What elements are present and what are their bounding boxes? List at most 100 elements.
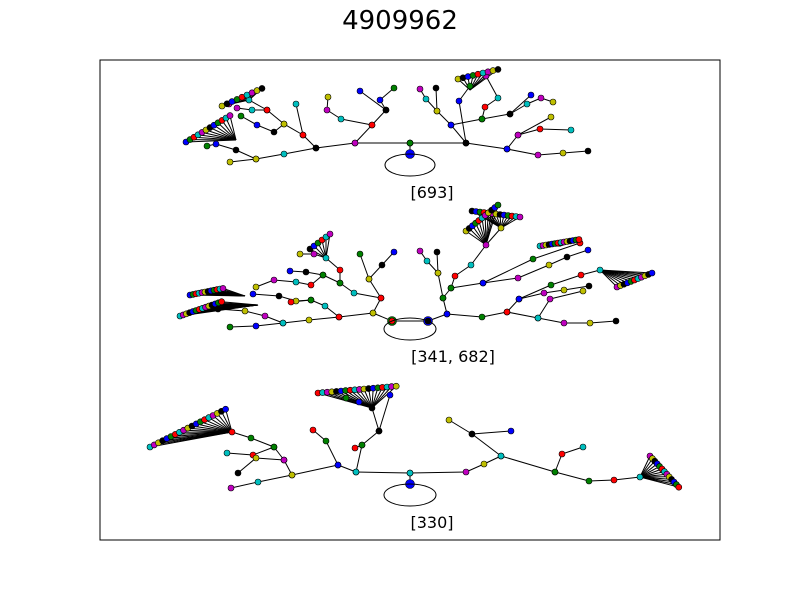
tree-edge bbox=[283, 147, 317, 155]
tree-node bbox=[351, 139, 359, 147]
tree-node bbox=[560, 319, 568, 327]
tree-node bbox=[648, 269, 656, 277]
tree-edge bbox=[371, 109, 387, 126]
tree-node bbox=[536, 125, 544, 133]
tree-node bbox=[529, 255, 537, 263]
loop-layer bbox=[383, 153, 437, 507]
tree-node bbox=[261, 312, 269, 320]
tree-node bbox=[466, 82, 474, 90]
tree-node bbox=[392, 382, 400, 390]
tree-node bbox=[234, 469, 242, 477]
tree-node bbox=[416, 85, 424, 93]
tree-edge bbox=[216, 413, 233, 433]
tree-edge bbox=[465, 142, 508, 150]
tree-edge bbox=[532, 242, 581, 260]
tree-node bbox=[324, 93, 332, 101]
tree-node bbox=[434, 269, 442, 277]
tree-node bbox=[447, 284, 455, 292]
tree-edge bbox=[517, 264, 550, 279]
tree-node bbox=[586, 319, 594, 327]
tree-edge bbox=[562, 150, 589, 154]
tree-node bbox=[288, 471, 296, 479]
tree-node bbox=[296, 250, 304, 258]
tree-node bbox=[249, 290, 257, 298]
tree-node bbox=[439, 294, 447, 302]
plot-frame bbox=[99, 59, 721, 541]
tree-node bbox=[516, 213, 524, 221]
tree-node bbox=[212, 140, 220, 148]
tree-edge bbox=[589, 320, 617, 324]
tree-node bbox=[567, 126, 575, 134]
tree-edge bbox=[436, 251, 439, 274]
tree-edge bbox=[549, 290, 584, 300]
tree-edge bbox=[599, 269, 618, 288]
tree-node bbox=[232, 146, 240, 154]
tree-node bbox=[342, 394, 350, 402]
tree-node bbox=[355, 398, 363, 406]
tree-edge bbox=[221, 301, 259, 306]
tree-edge bbox=[255, 322, 284, 327]
tree-edge bbox=[212, 415, 233, 433]
tree-edge bbox=[355, 471, 411, 474]
tree-edge bbox=[485, 227, 502, 246]
tree-edge bbox=[250, 437, 275, 448]
tree-node bbox=[507, 427, 515, 435]
tree-edge bbox=[282, 319, 310, 324]
tree-edge bbox=[222, 287, 246, 297]
tree-edge bbox=[537, 317, 565, 324]
tree-edge bbox=[563, 285, 590, 291]
tree-node bbox=[356, 250, 364, 258]
tree-node bbox=[275, 292, 283, 300]
tree-edge bbox=[435, 87, 438, 112]
tree-node bbox=[545, 261, 553, 269]
tree-edge bbox=[354, 124, 373, 144]
tree-node bbox=[270, 276, 278, 284]
tree-node bbox=[462, 468, 470, 476]
tree-node bbox=[579, 287, 587, 295]
tree-edge bbox=[500, 455, 556, 473]
tree-edge bbox=[231, 431, 252, 439]
tree-node bbox=[270, 128, 278, 136]
tree-edge bbox=[359, 90, 387, 111]
tree-node bbox=[433, 107, 441, 115]
tree-edge bbox=[639, 455, 651, 478]
tree-edge bbox=[561, 446, 584, 455]
tree-edge bbox=[478, 220, 487, 246]
tree-edge bbox=[599, 269, 653, 274]
tree-node bbox=[468, 430, 476, 438]
tree-edge bbox=[554, 471, 590, 482]
tree-node bbox=[482, 241, 490, 249]
tree-node bbox=[358, 441, 366, 449]
tree-node bbox=[270, 443, 278, 451]
tree-edge bbox=[248, 99, 268, 111]
tree-edge bbox=[358, 389, 373, 409]
tree-edge bbox=[363, 388, 373, 409]
tree-node bbox=[218, 298, 225, 306]
tree-node bbox=[494, 201, 502, 209]
tree-edge bbox=[448, 419, 473, 435]
tree-node bbox=[214, 305, 222, 313]
tree-edge bbox=[506, 148, 539, 156]
tree-edge bbox=[201, 131, 237, 141]
tree-node bbox=[481, 103, 489, 111]
tree-edge bbox=[588, 479, 615, 482]
tree-edge bbox=[481, 217, 487, 246]
tree-edge bbox=[518, 292, 545, 300]
tree-node bbox=[356, 87, 364, 95]
tree-edge bbox=[359, 253, 370, 280]
tree-node bbox=[280, 456, 288, 464]
tree-node bbox=[423, 257, 431, 265]
tree-node bbox=[551, 468, 559, 476]
tree-node bbox=[312, 144, 320, 152]
tree-node bbox=[559, 149, 567, 157]
tree-node bbox=[254, 478, 262, 486]
tree-edge bbox=[371, 387, 379, 409]
tree-node bbox=[368, 121, 376, 129]
tree-node bbox=[351, 444, 359, 452]
tree-node bbox=[280, 150, 288, 158]
tree-node bbox=[223, 449, 231, 457]
tree-node bbox=[585, 477, 593, 485]
tree-node bbox=[280, 120, 288, 128]
tree-node bbox=[432, 84, 440, 92]
